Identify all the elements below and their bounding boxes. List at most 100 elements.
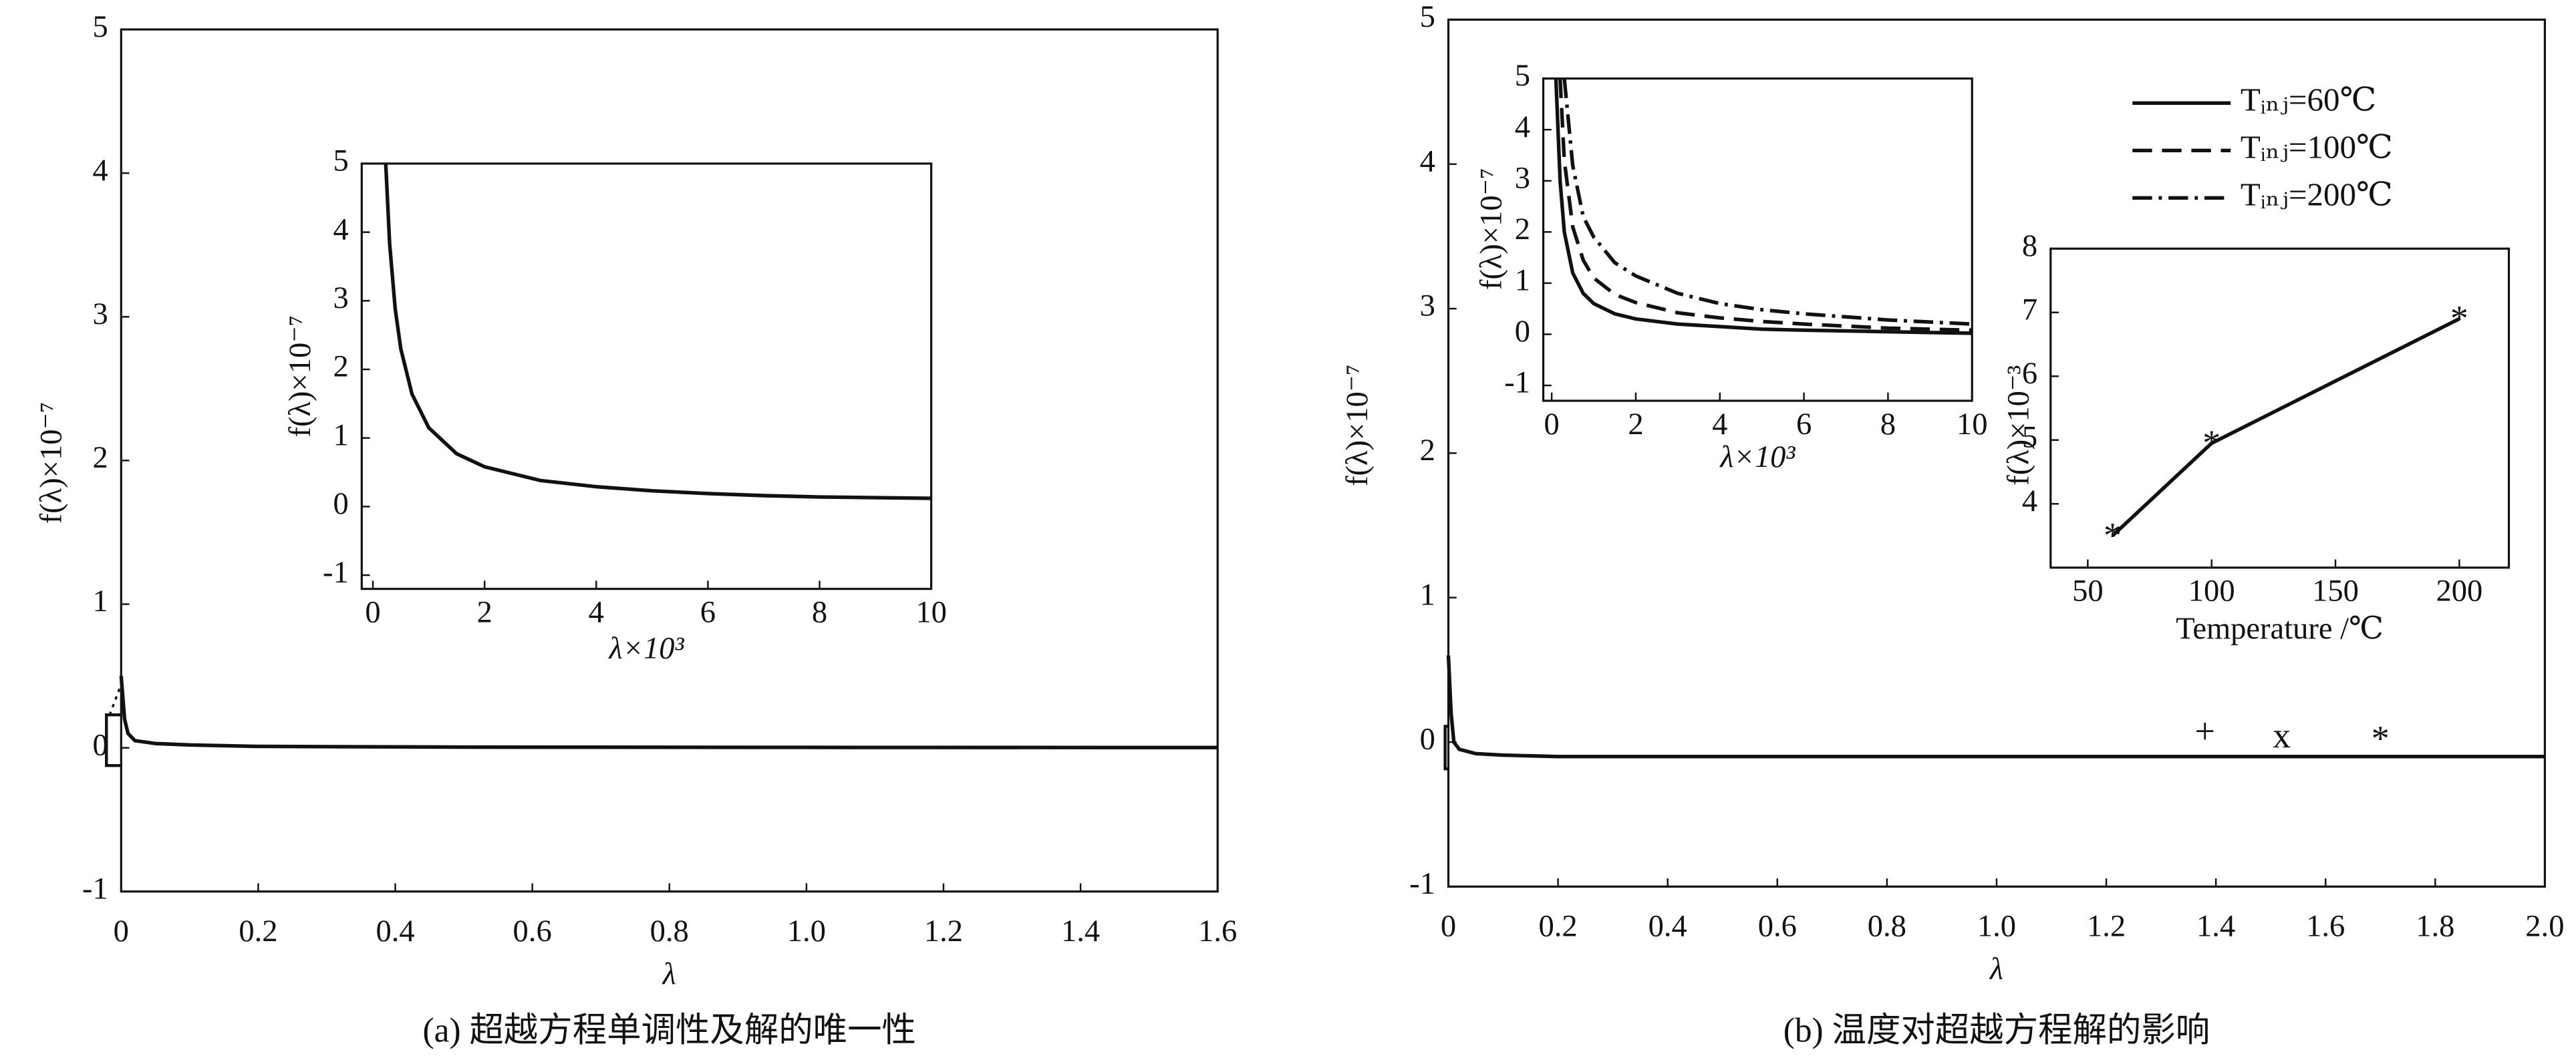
- x-axis-label: λ: [662, 957, 676, 991]
- y-tick-label: 5: [1420, 0, 1435, 34]
- plot-frame: [360, 162, 933, 590]
- y-tick-label: -1: [323, 556, 349, 590]
- x-tick-label: 0.4: [376, 914, 414, 948]
- legend-label: Tᵢₙⱼ=200℃: [2241, 176, 2393, 213]
- y-tick-label: 5: [1515, 59, 1530, 93]
- x-tick-label: 100: [2188, 574, 2235, 608]
- y-tick-label: 0: [1515, 315, 1530, 349]
- x-axis-label: λ×10³: [607, 631, 684, 665]
- point-marker: *: [2202, 423, 2221, 463]
- x-tick-label: 1.8: [2416, 910, 2454, 944]
- x-tick-label: 0: [1544, 407, 1560, 441]
- x-tick-label: 1.6: [1198, 914, 1237, 948]
- series-line: [1558, 78, 1973, 333]
- x-tick-label: 1.0: [1977, 910, 2016, 944]
- chart: 50 100 150 200 4 5 6 7 8 Temperature /℃ f(λ)×10⁻³ *…: [2001, 229, 2511, 646]
- x-tick-label: 6: [1796, 407, 1812, 441]
- x-tick-label: 0.2: [239, 914, 277, 948]
- x-tick-label: 1.6: [2306, 910, 2345, 944]
- x-tick-label: 0.8: [1868, 910, 1906, 944]
- x-tick-label: 150: [2312, 574, 2359, 608]
- x-tick-label: 1.4: [2196, 910, 2235, 944]
- y-tick-label: 3: [1515, 161, 1530, 195]
- x-tick-label: 8: [1880, 407, 1896, 441]
- x-tick-label: 0.8: [650, 914, 689, 948]
- x-tick-label: 0: [114, 914, 129, 948]
- y-axis-label: f(λ)×10⁻⁷: [1340, 364, 1375, 486]
- y-tick-label: 0: [1420, 723, 1435, 757]
- legend-label: Tᵢₙⱼ=100℃: [2241, 129, 2393, 166]
- y-tick-label: 5: [92, 10, 108, 44]
- chart: 0 2 4 6 8 10 -1 0 1 2 3 4 5 λ×10³ f(λ)×10⁻⁷: [283, 144, 947, 666]
- series-line: [1562, 78, 1973, 326]
- annotation: *: [2372, 718, 2390, 758]
- x-tick-label: 4: [589, 596, 604, 630]
- x-tick-label: 2: [1628, 407, 1643, 441]
- y-tick-label: 4: [2022, 484, 2037, 518]
- x-tick-label: 0.4: [1649, 910, 1687, 944]
- point-marker: *: [2450, 299, 2468, 339]
- point-marker: *: [2104, 515, 2122, 555]
- y-tick-label: 4: [1515, 110, 1530, 144]
- y-tick-label: 3: [333, 281, 348, 315]
- annotation: +: [2195, 711, 2215, 751]
- y-tick-label: -1: [82, 872, 108, 906]
- x-tick-label: 2.0: [2525, 910, 2564, 944]
- x-tick-label: 10: [1957, 407, 1988, 441]
- y-tick-label: 1: [92, 584, 108, 619]
- x-tick-label: 1.4: [1061, 914, 1100, 948]
- x-axis-label: Temperature /℃: [2176, 612, 2384, 646]
- y-tick-label: 4: [92, 154, 108, 188]
- y-axis-label: f(λ)×10⁻³: [2001, 365, 2035, 486]
- y-tick-label: 5: [333, 144, 348, 178]
- y-tick-label: -1: [1409, 867, 1435, 901]
- x-tick-label: 10: [915, 596, 947, 630]
- x-tick-label: 6: [700, 596, 716, 630]
- x-tick-label: 1.2: [2087, 910, 2126, 944]
- x-tick-label: 200: [2436, 574, 2482, 608]
- x-axis-label: λ: [1989, 952, 2003, 986]
- y-axis-label: f(λ)×10⁻⁷: [35, 402, 69, 524]
- x-tick-label: 0.6: [513, 914, 552, 948]
- x-tick-label: 50: [2072, 574, 2104, 608]
- y-tick-label: 2: [333, 350, 348, 384]
- annotation: x: [2273, 715, 2291, 755]
- x-tick-label: 0.6: [1758, 910, 1797, 944]
- y-tick-label: 0: [333, 487, 348, 521]
- series-line: [384, 163, 932, 500]
- y-tick-label: 1: [333, 418, 348, 452]
- y-tick-label: 6: [2022, 357, 2037, 391]
- y-tick-label: 5: [2022, 420, 2037, 454]
- y-tick-label: 3: [1420, 289, 1435, 323]
- x-tick-label: 4: [1712, 407, 1727, 441]
- series-line: [119, 675, 1218, 749]
- y-tick-label: 1: [1420, 578, 1435, 612]
- series-line: [2111, 317, 2460, 538]
- x-tick-label: 2: [477, 596, 492, 630]
- y-tick-label: 4: [1420, 144, 1435, 178]
- y-tick-label: 7: [2022, 293, 2037, 327]
- y-tick-label: 8: [2022, 229, 2037, 263]
- plot-frame: [1542, 77, 1973, 402]
- y-tick-label: 4: [333, 212, 348, 246]
- x-tick-label: 0: [365, 596, 380, 630]
- caption: (b) 温度对超越方程解的影响: [1783, 1012, 2210, 1050]
- y-tick-label: -1: [1504, 366, 1530, 400]
- x-axis-label: λ×10³: [1719, 440, 1796, 474]
- y-tick-label: 3: [92, 297, 108, 331]
- x-tick-label: 0: [1441, 910, 1456, 944]
- chart: 0 2 4 6 8 10 -1 0 1 2 3 4 5 λ×10³ f(λ)×10⁻⁷ Tᵢₙⱼ=60℃ Tᵢₙ…: [1475, 59, 2393, 474]
- x-tick-label: 1.0: [787, 914, 826, 948]
- series-line: [1446, 655, 2545, 759]
- y-tick-label: 2: [1515, 212, 1530, 246]
- y-axis-label: f(λ)×10⁻⁷: [1475, 168, 1509, 291]
- series-line: [1554, 78, 1973, 335]
- x-tick-label: 1.2: [924, 914, 963, 948]
- y-tick-label: 2: [1420, 433, 1435, 468]
- y-tick-label: 0: [92, 728, 108, 762]
- y-tick-label: 2: [92, 441, 108, 475]
- caption: (a) 超越方程单调性及解的唯一性: [423, 1012, 916, 1050]
- x-tick-label: 8: [812, 596, 827, 630]
